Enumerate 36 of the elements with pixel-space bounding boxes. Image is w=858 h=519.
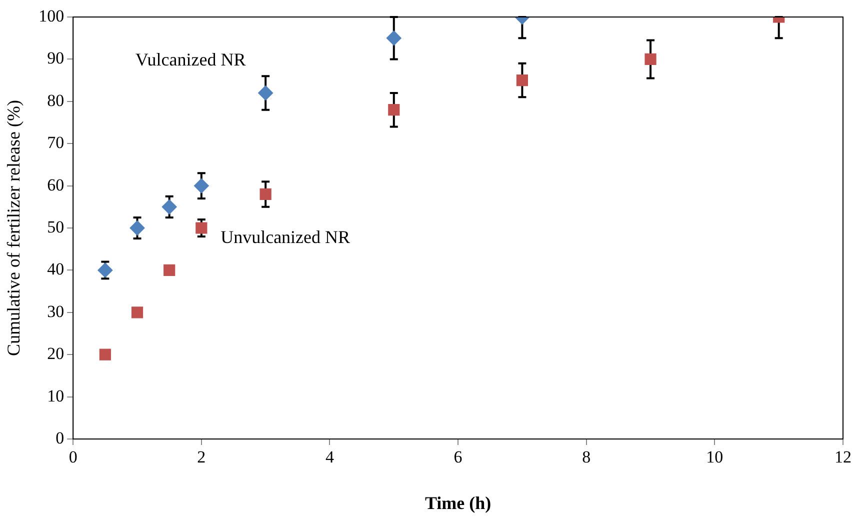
x-tick-label: 0 bbox=[68, 448, 78, 467]
x-tick-label: 4 bbox=[325, 448, 334, 467]
x-tick-label: 12 bbox=[834, 448, 852, 467]
y-tick-label: 40 bbox=[47, 260, 64, 279]
y-tick-label: 50 bbox=[47, 217, 64, 236]
y-axis-title: Cumulative of fertilizer release (%) bbox=[4, 100, 24, 356]
y-tick-label: 30 bbox=[47, 302, 64, 321]
point bbox=[98, 262, 113, 278]
x-axis-title: Time (h) bbox=[424, 492, 492, 513]
y-tick-label: 70 bbox=[47, 133, 64, 152]
x-tick-label: 2 bbox=[197, 448, 206, 467]
y-tick-label: 10 bbox=[47, 386, 64, 406]
y-tick-label: 100 bbox=[38, 6, 64, 26]
point bbox=[164, 264, 176, 276]
y-tick-label: 60 bbox=[47, 175, 64, 194]
point bbox=[386, 30, 402, 46]
point bbox=[196, 222, 208, 234]
point bbox=[99, 348, 111, 360]
y-tick-label: 90 bbox=[47, 48, 64, 68]
x-tick-label: 8 bbox=[582, 448, 591, 467]
point bbox=[644, 53, 656, 66]
point bbox=[258, 85, 274, 100]
series-label: Unvulcanized NR bbox=[220, 226, 350, 247]
point bbox=[162, 199, 177, 214]
point bbox=[260, 188, 272, 200]
x-tick-label: 6 bbox=[454, 448, 462, 467]
y-tick-label: 20 bbox=[47, 344, 64, 364]
point bbox=[131, 306, 144, 318]
series-label: Vulcanized NR bbox=[135, 50, 246, 70]
point bbox=[516, 74, 528, 86]
y-tick-label: 0 bbox=[56, 428, 64, 448]
point bbox=[130, 220, 145, 236]
point bbox=[388, 104, 400, 116]
x-tick-label: 10 bbox=[706, 448, 724, 467]
point bbox=[194, 178, 209, 194]
y-tick-label: 80 bbox=[47, 90, 64, 110]
